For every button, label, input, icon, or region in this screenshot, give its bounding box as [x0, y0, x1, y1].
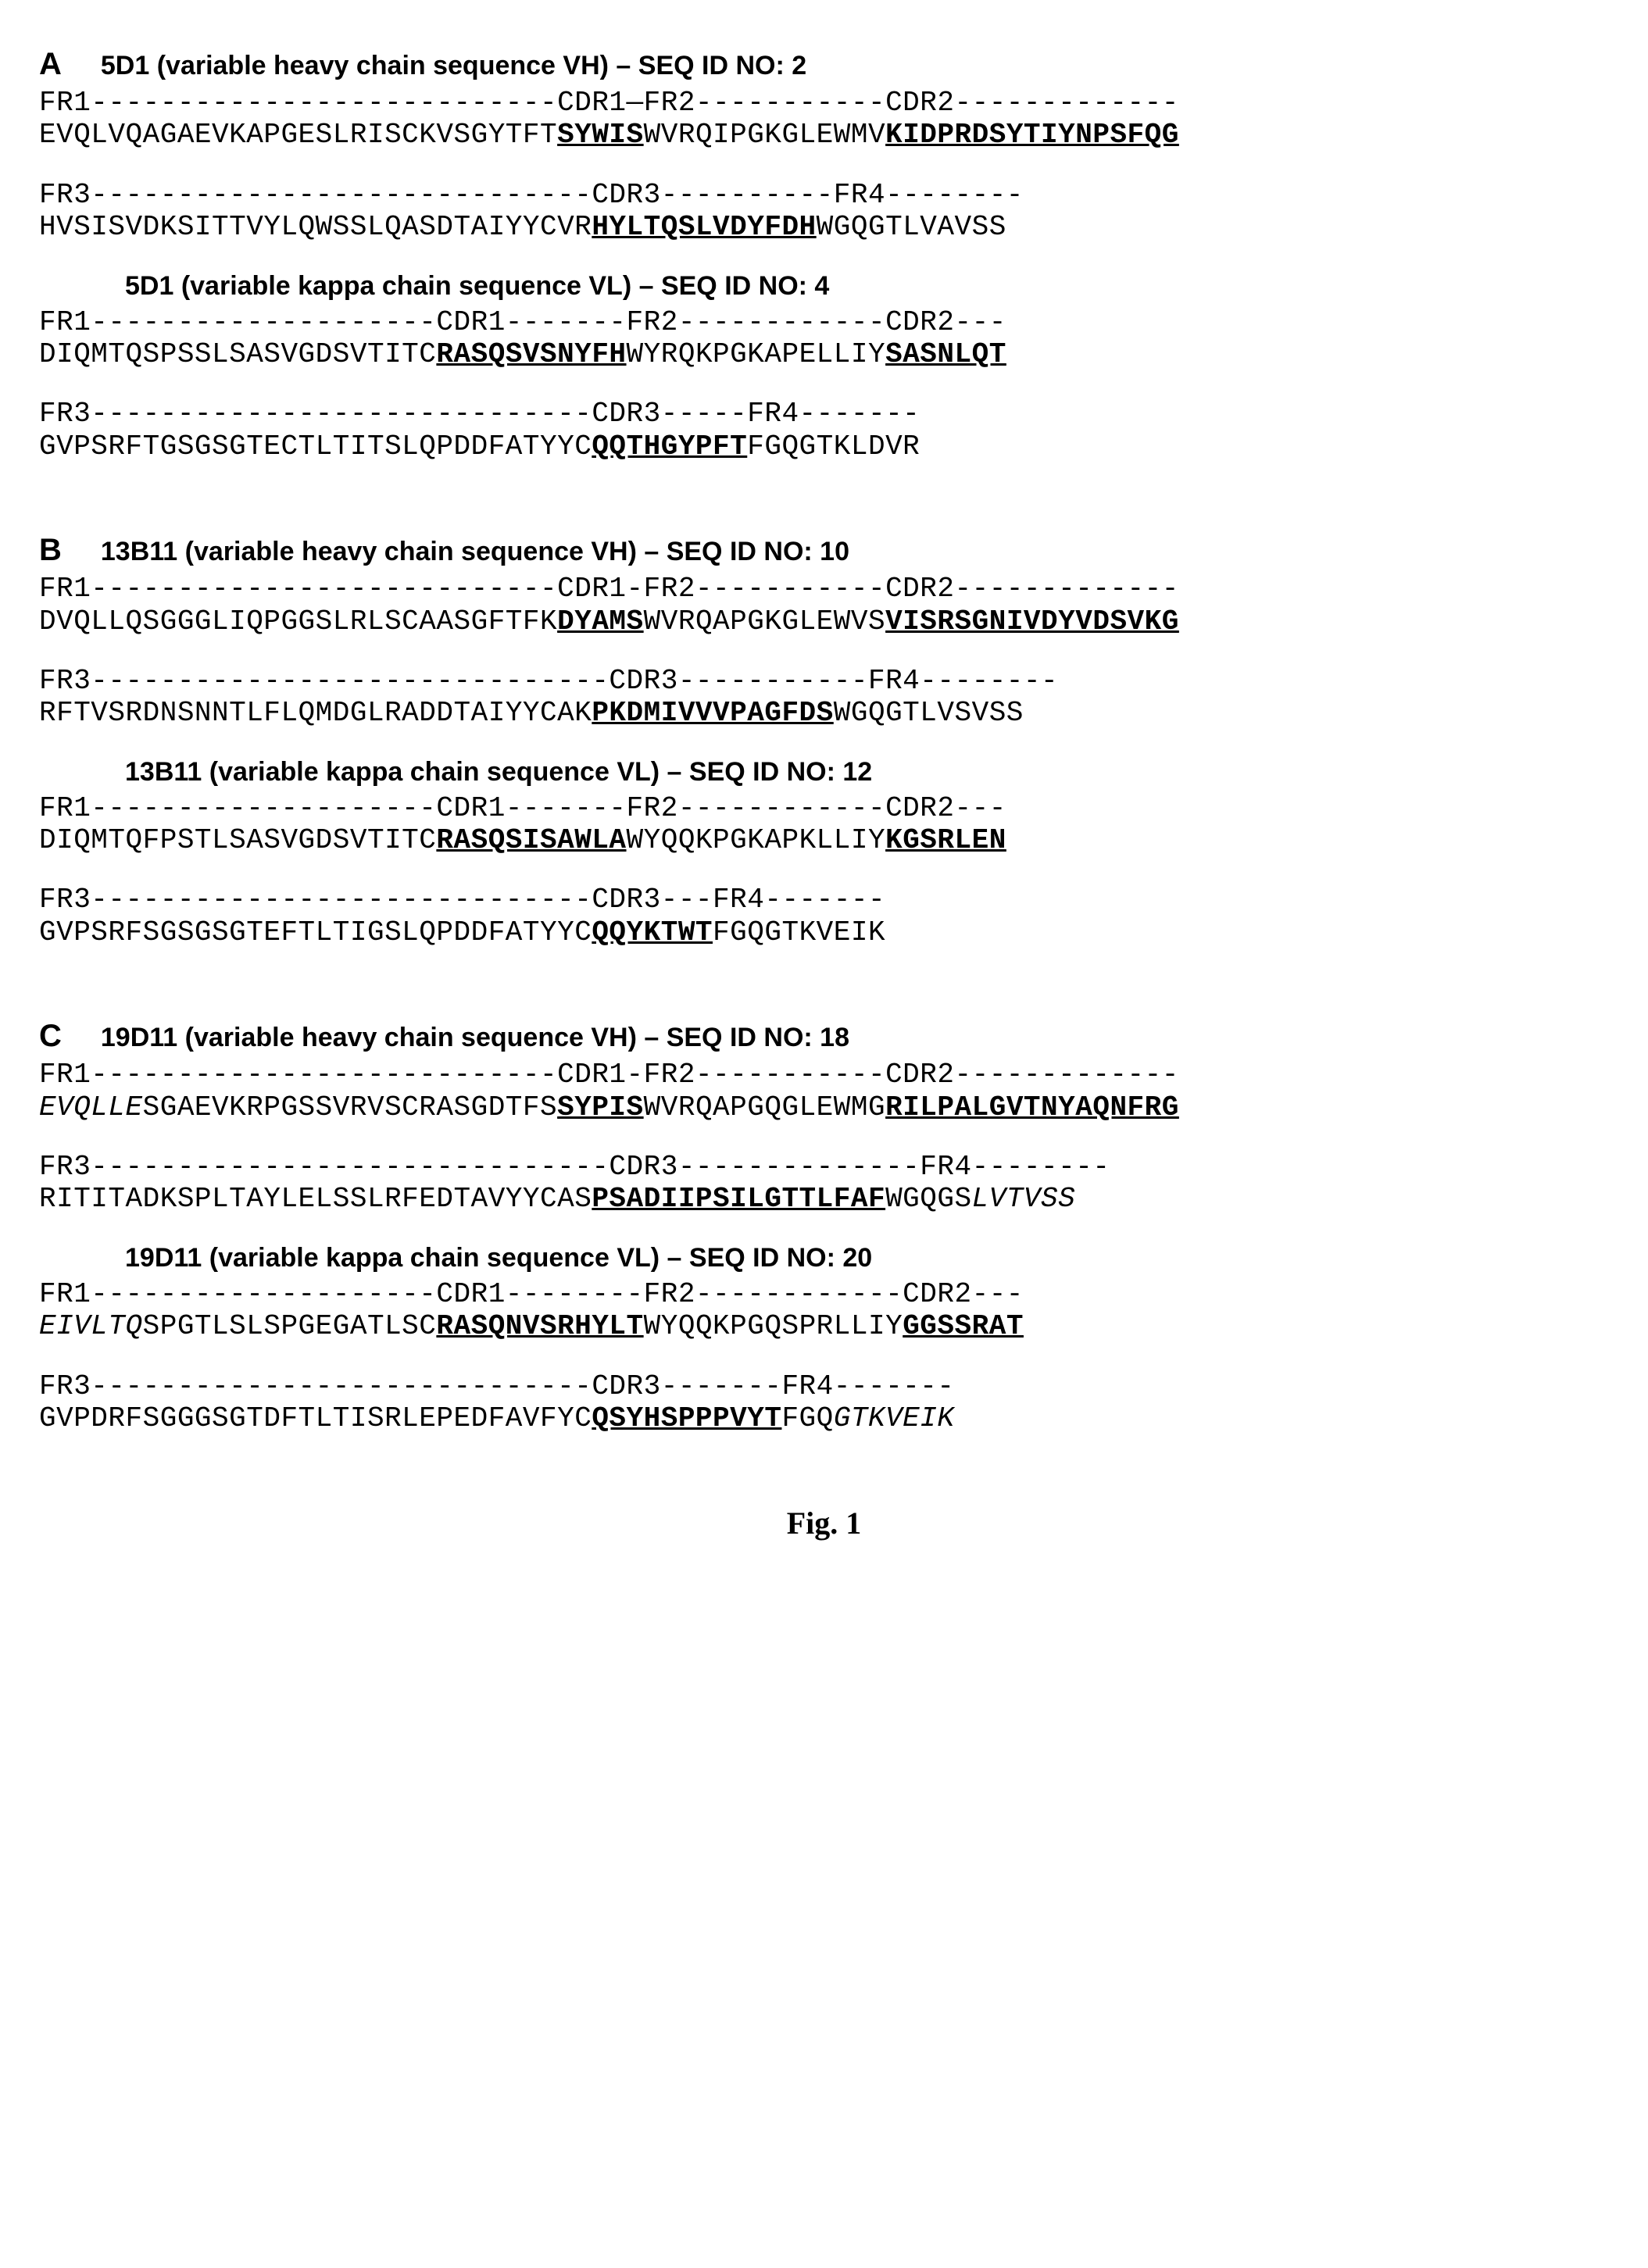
sequence-line: HVSISVDKSITTVYLQWSSLQASDTAIYYCVRHYLTQSLV… [39, 211, 1609, 243]
sequence-line: DIQMTQFPSTLSASVGDSVTITCRASQSISAWLAWYQQKP… [39, 824, 1609, 856]
seq-fr: GVPDRFSGGGSGTDFTLTISRLEPEDFAVFYC [39, 1402, 592, 1434]
section-c-header: C 19D11 (variable heavy chain sequence V… [39, 1019, 1609, 1054]
section-a-vh-title: 5D1 (variable heavy chain sequence VH) –… [101, 51, 806, 81]
seq-fr: WGQGTLVSVSS [834, 697, 1024, 729]
section-c-vh-block2: FR3------------------------------CDR3---… [39, 1151, 1609, 1216]
seq-fr: WYRQKPGKAPELLIY [627, 338, 886, 370]
sequence-line: GVPSRFSGSGSGTEFTLTIGSLQPDDFATYYCQQYKTWTF… [39, 916, 1609, 948]
sequence-line: EVQLLESGAEVKRPGSSVRVSCRASGDTFSSYPISWVRQA… [39, 1091, 1609, 1123]
seq-fr: WGQGS [885, 1183, 972, 1215]
seq-cdr: SASNLQT [885, 338, 1006, 370]
section-b-vl-title: 13B11 (variable kappa chain sequence VL)… [125, 757, 1609, 788]
seq-cdr: RASQSVSNYFH [436, 338, 626, 370]
section-a-vh-block2: FR3-----------------------------CDR3----… [39, 179, 1609, 244]
seq-fr: WVRQIPGKGLEWMV [644, 119, 885, 151]
section-b-vl-block2: FR3-----------------------------CDR3---F… [39, 884, 1609, 948]
section-c-vh-block1: FR1---------------------------CDR1-FR2--… [39, 1059, 1609, 1123]
seq-fr: WGQGTLVAVSS [817, 211, 1006, 243]
section-b-vh-block2: FR3------------------------------CDR3---… [39, 665, 1609, 730]
seq-fr: GVPSRFSGSGSGTEFTLTIGSLQPDDFATYYC [39, 916, 592, 948]
section-a: A 5D1 (variable heavy chain sequence VH)… [39, 47, 1609, 463]
section-b-header: B 13B11 (variable heavy chain sequence V… [39, 533, 1609, 568]
figure-label: Fig. 1 [39, 1505, 1609, 1541]
seq-fr: WYQQKPGKAPKLLIY [627, 824, 886, 856]
section-c-vl-block2: FR3-----------------------------CDR3----… [39, 1370, 1609, 1435]
seq-fr: HVSISVDKSITTVYLQWSSLQASDTAIYYCVR [39, 211, 592, 243]
region-line: FR1---------------------------CDR1—FR2--… [39, 87, 1609, 119]
sequence-line: DIQMTQSPSSLSASVGDSVTITCRASQSVSNYFHWYRQKP… [39, 338, 1609, 370]
section-a-vl-title: 5D1 (variable kappa chain sequence VL) –… [125, 271, 1609, 302]
seq-cdr: SYWIS [557, 119, 644, 151]
seq-fr: SPGTLSLSPGEGATLSC [143, 1310, 437, 1342]
seq-cdr: GGSSRAT [903, 1310, 1024, 1342]
region-line: FR3-----------------------------CDR3---F… [39, 884, 1609, 916]
seq-fr: DIQMTQFPSTLSASVGDSVTITC [39, 824, 436, 856]
seq-cdr: HYLTQSLVDYFDH [592, 211, 816, 243]
seq-fr: RITITADKSPLTAYLELSSLRFEDTAVYYCAS [39, 1183, 592, 1215]
seq-fr: FGQ [781, 1402, 833, 1434]
sequence-line: GVPSRFTGSGSGTECTLTITSLQPDDFATYYCQQTHGYPF… [39, 430, 1609, 463]
sequence-line: EVQLVQAGAEVKAPGESLRISCKVSGYTFTSYWISWVRQI… [39, 119, 1609, 151]
section-b-vh-block1: FR1---------------------------CDR1-FR2--… [39, 573, 1609, 638]
sequence-line: RFTVSRDNSNNTLFLQMDGLRADDTAIYYCAKPKDMIVVV… [39, 697, 1609, 729]
seq-cdr: QQTHGYPFT [592, 430, 747, 463]
region-line: FR1---------------------------CDR1-FR2--… [39, 1059, 1609, 1091]
region-line: FR1---------------------------CDR1-FR2--… [39, 573, 1609, 605]
seq-fr: SGAEVKRPGSSVRVSCRASGDTFS [143, 1091, 557, 1123]
sequence-line: GVPDRFSGGGSGTDFTLTISRLEPEDFAVFYCQSYHSPPP… [39, 1402, 1609, 1434]
section-c: C 19D11 (variable heavy chain sequence V… [39, 1019, 1609, 1434]
section-c-vl-block1: FR1--------------------CDR1--------FR2--… [39, 1278, 1609, 1343]
seq-cdr: DYAMS [557, 605, 644, 638]
section-a-vl-block2: FR3-----------------------------CDR3----… [39, 398, 1609, 463]
section-letter-a: A [39, 47, 62, 82]
seq-italic: GTKVEIK [834, 1402, 955, 1434]
seq-italic: EIVLTQ [39, 1310, 143, 1342]
section-c-vl-title: 19D11 (variable kappa chain sequence VL)… [125, 1243, 1609, 1273]
seq-cdr: PKDMIVVVPAGFDS [592, 697, 833, 729]
seq-cdr: KIDPRDSYTIYNPSFQG [885, 119, 1179, 151]
seq-fr: GVPSRFTGSGSGTECTLTITSLQPDDFATYYC [39, 430, 592, 463]
seq-cdr: RASQNVSRHYLT [436, 1310, 643, 1342]
seq-cdr: VISRSGNIVDYVDSVKG [885, 605, 1179, 638]
sequence-line: EIVLTQSPGTLSLSPGEGATLSCRASQNVSRHYLTWYQQK… [39, 1310, 1609, 1342]
seq-fr: DIQMTQSPSSLSASVGDSVTITC [39, 338, 436, 370]
region-line: FR1--------------------CDR1--------FR2--… [39, 1278, 1609, 1310]
seq-cdr: RASQSISAWLA [436, 824, 626, 856]
region-line: FR1--------------------CDR1-------FR2---… [39, 792, 1609, 824]
region-line: FR3-----------------------------CDR3----… [39, 1370, 1609, 1402]
seq-fr: FGQGTKLDVR [747, 430, 920, 463]
region-line: FR1--------------------CDR1-------FR2---… [39, 306, 1609, 338]
sequence-line: DVQLLQSGGGLIQPGGSLRLSCAASGFTFKDYAMSWVRQA… [39, 605, 1609, 638]
seq-fr: WVRQAPGQGLEWMG [644, 1091, 885, 1123]
seq-cdr: PSADIIPSILGTTLFAF [592, 1183, 885, 1215]
region-line: FR3------------------------------CDR3---… [39, 665, 1609, 697]
seq-cdr: RILPALGVTNYAQNFRG [885, 1091, 1179, 1123]
seq-italic: LVTVSS [972, 1183, 1076, 1215]
seq-fr: RFTVSRDNSNNTLFLQMDGLRADDTAIYYCAK [39, 697, 592, 729]
seq-fr: WVRQAPGKGLEWVS [644, 605, 885, 638]
seq-fr: DVQLLQSGGGLIQPGGSLRLSCAASGFTFK [39, 605, 557, 638]
seq-cdr: QSYHSPPPVYT [592, 1402, 781, 1434]
region-line: FR3-----------------------------CDR3----… [39, 398, 1609, 430]
seq-fr: EVQLVQAGAEVKAPGESLRISCKVSGYTFT [39, 119, 557, 151]
section-a-header: A 5D1 (variable heavy chain sequence VH)… [39, 47, 1609, 82]
seq-cdr: QQYKTWT [592, 916, 713, 948]
seq-fr: FGQGTKVEIK [713, 916, 885, 948]
section-b-vl-block1: FR1--------------------CDR1-------FR2---… [39, 792, 1609, 857]
section-c-vh-title: 19D11 (variable heavy chain sequence VH)… [101, 1023, 849, 1053]
section-letter-b: B [39, 533, 62, 568]
section-a-vl-block1: FR1--------------------CDR1-------FR2---… [39, 306, 1609, 371]
section-b-vh-title: 13B11 (variable heavy chain sequence VH)… [101, 537, 849, 567]
section-a-vh-block1: FR1---------------------------CDR1—FR2--… [39, 87, 1609, 152]
seq-cdr: SYPIS [557, 1091, 644, 1123]
sequence-line: RITITADKSPLTAYLELSSLRFEDTAVYYCASPSADIIPS… [39, 1183, 1609, 1215]
section-letter-c: C [39, 1019, 62, 1054]
seq-italic: EVQLLE [39, 1091, 143, 1123]
region-line: FR3------------------------------CDR3---… [39, 1151, 1609, 1183]
section-b: B 13B11 (variable heavy chain sequence V… [39, 533, 1609, 948]
region-line: FR3-----------------------------CDR3----… [39, 179, 1609, 211]
seq-cdr: KGSRLEN [885, 824, 1006, 856]
seq-fr: WYQQKPGQSPRLLIY [644, 1310, 903, 1342]
